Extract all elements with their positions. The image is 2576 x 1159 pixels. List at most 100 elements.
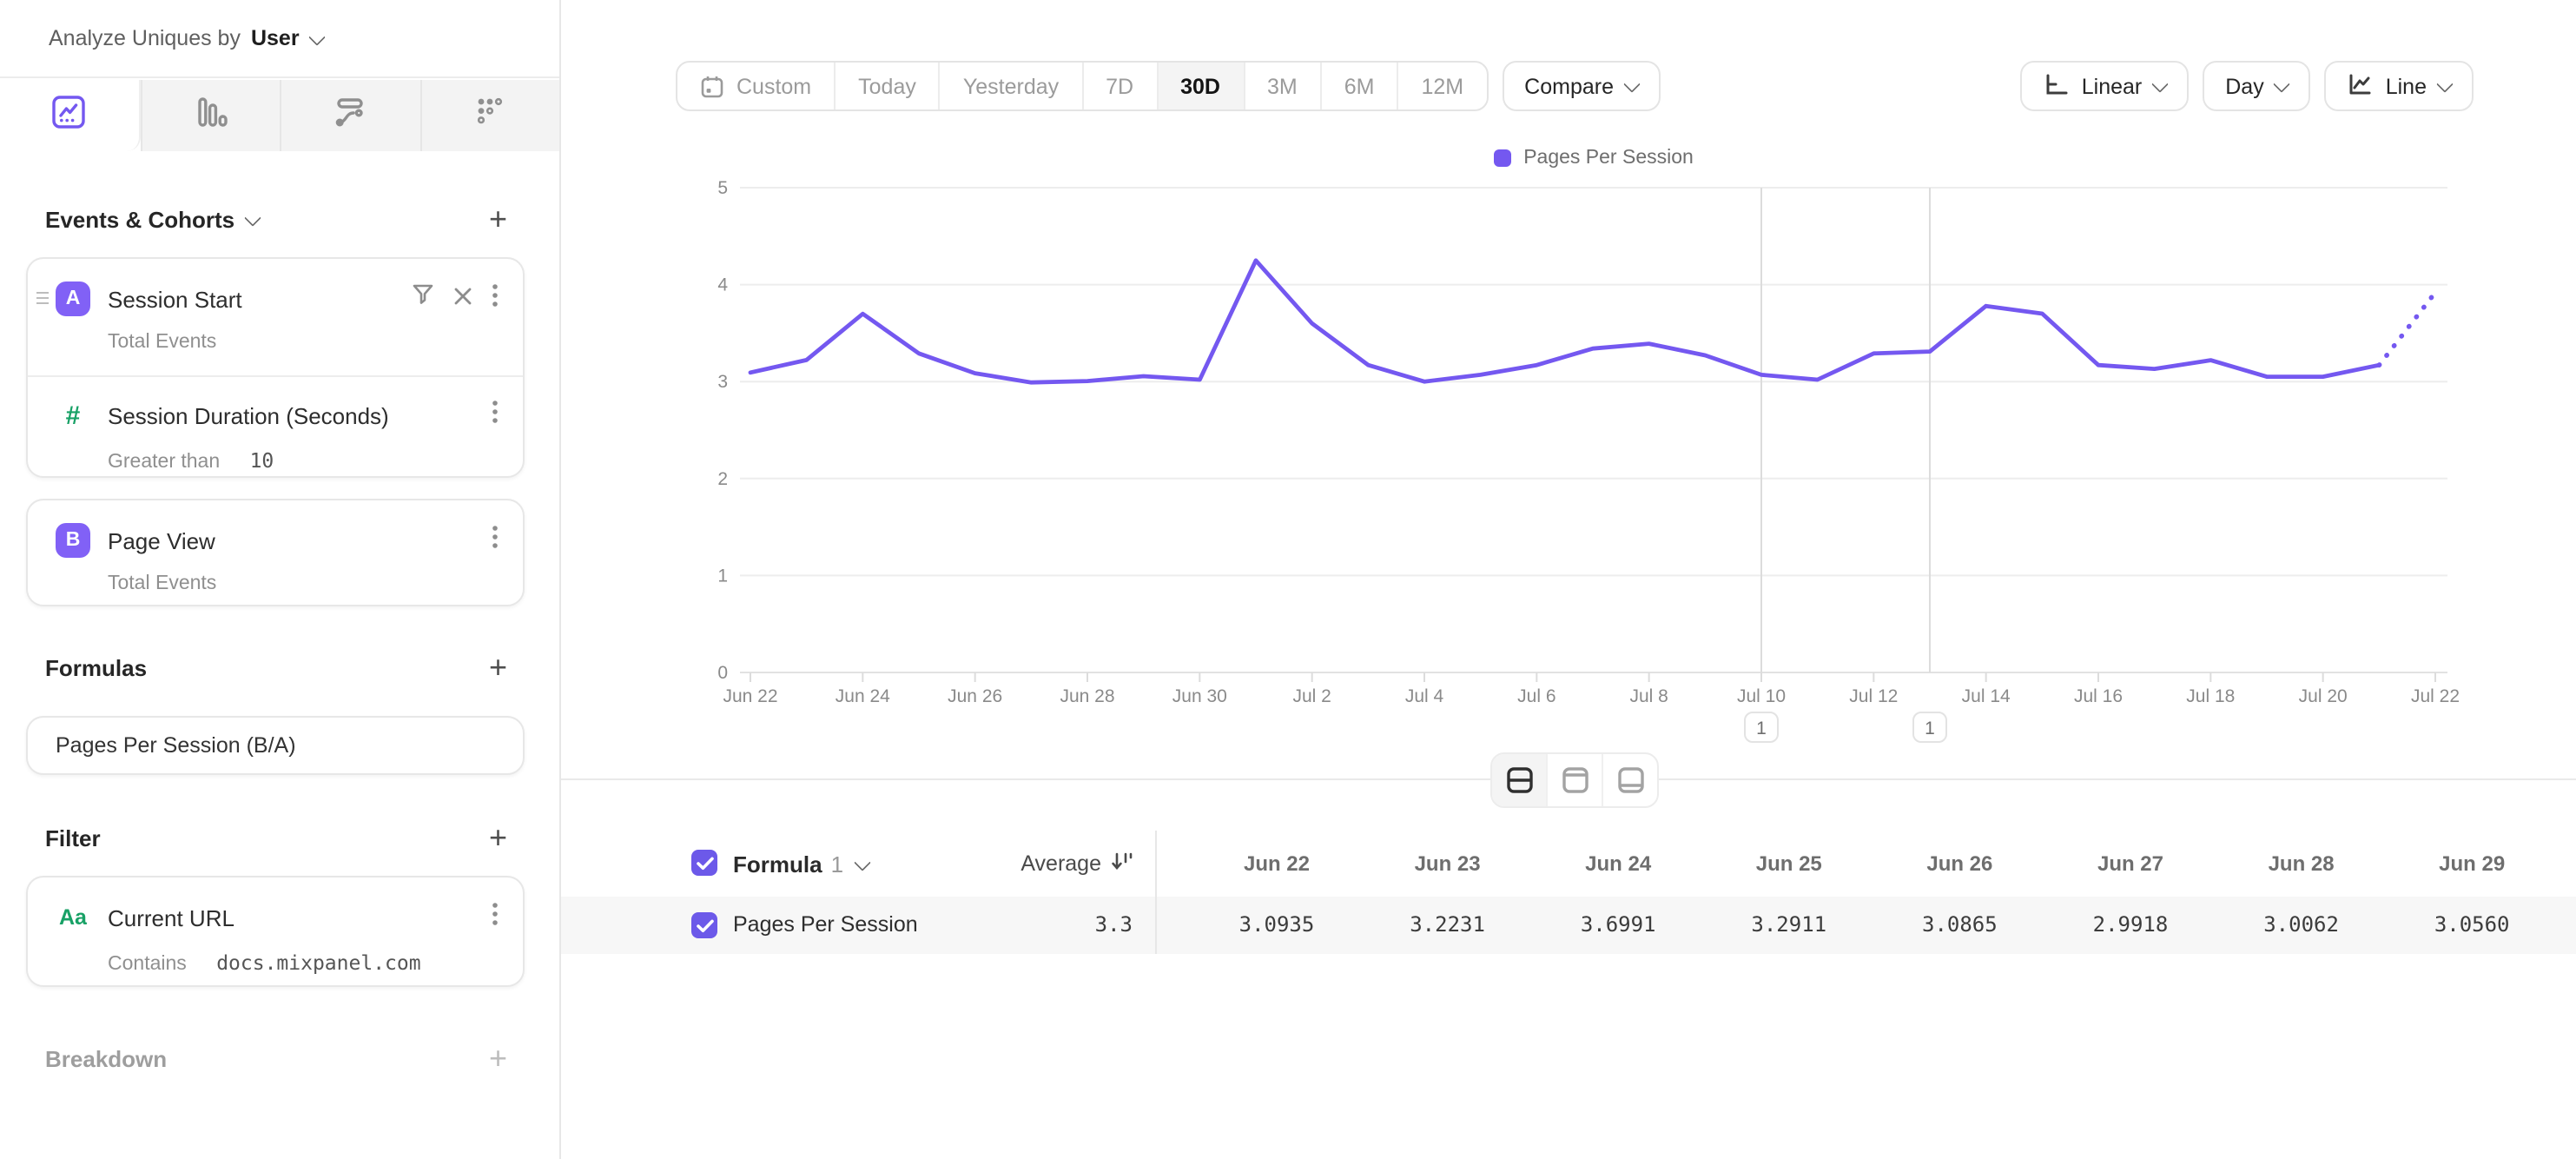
range-button-6m[interactable]: 6M [1319, 63, 1397, 109]
formula-header[interactable]: Formula [733, 851, 822, 878]
table-col-header: Jun 23 [1414, 851, 1481, 876]
range-button-custom[interactable]: Custom [677, 63, 834, 109]
event-measurement[interactable]: Total Events [108, 573, 217, 594]
chevron-down-icon [244, 209, 262, 226]
chart-only-toggle[interactable] [1546, 754, 1602, 806]
y-axis-tick: 0 [717, 663, 728, 683]
table-cell-value: 3.0062 [2263, 912, 2339, 937]
property-title[interactable]: Session Duration (Seconds) [108, 402, 389, 428]
filter-funnel-icon[interactable] [412, 283, 434, 315]
table-row[interactable]: Pages Per Session 3.3 3.0935 3.2231 3.6991… [561, 897, 2576, 954]
property-operator[interactable]: Greater than [108, 452, 221, 473]
linear-axis-icon [2044, 70, 2082, 102]
compare-button[interactable]: Compare [1502, 61, 1661, 111]
table-cell-value: 3.2911 [1751, 912, 1827, 937]
layout-toggle-group [1490, 752, 1659, 808]
tab-flows[interactable] [280, 80, 419, 151]
formulas-title: Formulas [45, 654, 148, 680]
table-col-header: Jun 27 [2097, 851, 2163, 876]
tab-insights[interactable] [0, 80, 140, 151]
series-line[interactable] [748, 258, 2381, 385]
event-measurement[interactable]: Total Events [108, 332, 217, 353]
numeric-property-icon: # [65, 401, 81, 430]
tab-funnels[interactable] [140, 80, 280, 151]
drag-handle-icon[interactable] [36, 292, 49, 304]
table-col-header: Jun 24 [1585, 851, 1652, 876]
scale-button[interactable]: Linear [2020, 61, 2190, 111]
analyze-uniques-value[interactable]: User [250, 26, 300, 50]
add-breakdown-button[interactable]: + [488, 1041, 507, 1076]
breakdown-title: Breakdown [45, 1045, 168, 1071]
row-checkbox[interactable] [691, 912, 717, 938]
range-button-12m[interactable]: 12M [1397, 63, 1487, 109]
average-header[interactable]: Average [1020, 851, 1101, 876]
annotation-marker[interactable] [1912, 712, 1947, 743]
kebab-menu-icon[interactable] [492, 524, 499, 557]
main-chart[interactable]: 0 1 2 3 4 5 Jun 22 Jun 24 Jun 26 Jun 28 Jun 30 Jul … [561, 174, 2576, 765]
y-axis-tick: 4 [717, 275, 728, 295]
range-button-7d[interactable]: 7D [1081, 63, 1156, 109]
remove-event-icon[interactable] [453, 283, 472, 315]
y-axis-tick: 2 [717, 469, 728, 489]
kebab-menu-icon[interactable] [492, 901, 499, 934]
formulas-header: Formulas + [45, 652, 507, 683]
x-axis-tick: Jul 22 [2411, 686, 2460, 706]
range-button-30d[interactable]: 30D [1156, 63, 1243, 109]
property-value[interactable]: 10 [249, 448, 274, 473]
table-col-header: Jun 22 [1243, 851, 1310, 876]
tab-retention[interactable] [419, 80, 559, 151]
legend-swatch [1494, 149, 1512, 167]
event-card-session-start: A Session Start [26, 257, 525, 478]
y-axis-tick: 1 [717, 566, 728, 586]
chevron-down-icon [308, 28, 327, 45]
interval-button[interactable]: Day [2203, 61, 2311, 111]
add-event-button[interactable]: + [488, 202, 507, 236]
row-average-value: 3.3 [1094, 912, 1133, 937]
add-filter-button[interactable]: + [488, 820, 507, 855]
x-axis-tick: Jul 14 [1962, 686, 2011, 706]
kebab-menu-icon[interactable] [492, 399, 499, 432]
filter-value[interactable]: docs.mixpanel.com [216, 950, 421, 975]
event-title[interactable]: Session Start [108, 286, 242, 312]
x-axis-tick: Jul 4 [1405, 686, 1444, 706]
y-axis-tick: 5 [717, 178, 728, 198]
add-formula-button[interactable]: + [488, 650, 507, 685]
filter-title: Filter [45, 825, 101, 851]
kebab-menu-icon[interactable] [492, 282, 499, 315]
filter-header: Filter + [45, 822, 507, 853]
x-axis-tick: Jun 24 [836, 686, 890, 706]
event-title[interactable]: Page View [108, 527, 215, 553]
select-all-checkbox[interactable] [691, 850, 717, 876]
table-only-toggle[interactable] [1602, 754, 1657, 806]
chart-legend[interactable]: Pages Per Session [740, 148, 2447, 169]
range-button-yesterday[interactable]: Yesterday [938, 63, 1081, 109]
event-badge-b: B [56, 523, 90, 558]
x-axis-tick: Jun 28 [1060, 686, 1114, 706]
legend-label: Pages Per Session [1523, 148, 1694, 169]
sort-descending-icon[interactable] [1110, 850, 1133, 878]
x-axis-tick: Jul 2 [1292, 686, 1331, 706]
x-axis-tick: Jul 6 [1517, 686, 1556, 706]
annotation-count: 1 [1756, 719, 1767, 738]
split-view-toggle[interactable] [1492, 754, 1546, 806]
filter-operator[interactable]: Contains [108, 954, 187, 975]
formula-card[interactable]: Pages Per Session (B/A) [26, 716, 525, 775]
range-button-today[interactable]: Today [834, 63, 939, 109]
line-chart-icon [2348, 70, 2386, 102]
chart-type-button[interactable]: Line [2324, 61, 2474, 111]
events-cohorts-title[interactable]: Events & Cohorts [45, 206, 235, 232]
table-cell-value: 3.0560 [2434, 912, 2510, 937]
x-axis-tick: Jul 12 [1849, 686, 1898, 706]
filter-property-title[interactable]: Current URL [108, 904, 234, 931]
annotation-marker[interactable] [1744, 712, 1779, 743]
event-badge-a: A [56, 281, 90, 316]
table-cell-value: 3.6991 [1580, 912, 1656, 937]
x-axis-tick: Jul 18 [2186, 686, 2235, 706]
analyze-uniques-bar: Analyze Uniques by User [0, 0, 559, 78]
divider [28, 375, 523, 377]
query-sidebar: Analyze Uniques by User [0, 0, 561, 1159]
range-button-3m[interactable]: 3M [1243, 63, 1320, 109]
x-axis-tick: Jul 16 [2074, 686, 2123, 706]
x-axis-tick: Jun 26 [948, 686, 1002, 706]
